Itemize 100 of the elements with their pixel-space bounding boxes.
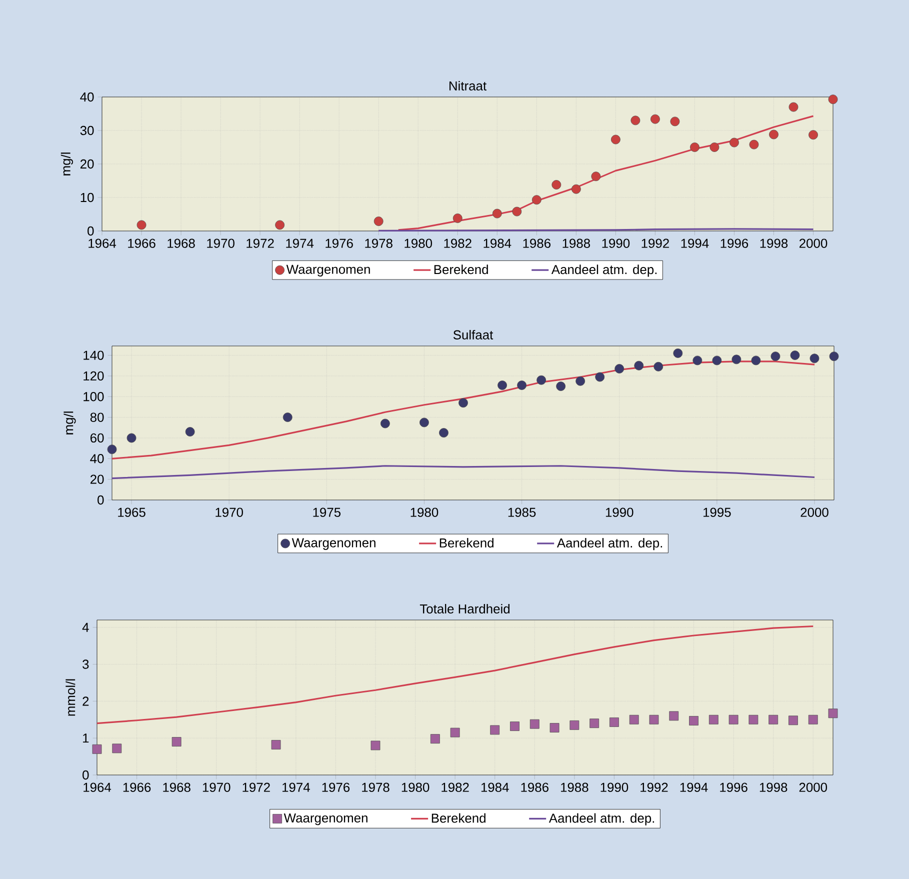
point (650, 114, 660, 124)
y-axis-title: mg/l (60, 152, 73, 176)
line-series (398, 115, 814, 231)
x-tick-label: 1974 (282, 782, 310, 792)
line-series (111, 465, 816, 480)
chart-title: Nitraat (450, 80, 486, 90)
x-tick-label: 1990 (602, 238, 630, 248)
x-tick-label: 1970 (202, 782, 230, 792)
point (275, 220, 285, 230)
point (670, 116, 680, 126)
point (595, 372, 605, 382)
x-tick-label: 1970 (207, 238, 234, 248)
y-tick-label: 2 (82, 696, 89, 706)
point (374, 216, 384, 226)
point (530, 719, 540, 729)
point (810, 354, 820, 364)
point (790, 350, 800, 360)
x-tick-label: 1980 (404, 238, 432, 248)
point (770, 352, 780, 362)
x-tick-label: 1976 (326, 238, 353, 248)
point (458, 398, 468, 408)
point (126, 433, 136, 443)
x-tick-label: 1972 (246, 238, 274, 248)
point (498, 380, 507, 390)
point (92, 744, 102, 754)
x-tick-label: 1998 (760, 782, 788, 792)
point (172, 737, 182, 746)
x-tick-label: 1990 (600, 782, 628, 792)
point (370, 740, 380, 750)
x-tick-label: 1966 (123, 782, 151, 792)
x-tick-label: 1978 (365, 238, 392, 248)
x-tick-label: 2000 (800, 508, 828, 517)
y-tick-label: 10 (80, 192, 94, 202)
x-tick-label: 1992 (642, 238, 669, 248)
y-tick-label: 3 (82, 660, 89, 669)
point (732, 354, 742, 364)
y-tick-label: 120 (84, 371, 104, 381)
x-tick-label: 1996 (720, 782, 748, 792)
x-tick-label: 1994 (680, 782, 708, 792)
point (590, 718, 600, 728)
point (380, 418, 390, 428)
point (690, 142, 700, 152)
legend-label: Waargenomen (284, 814, 368, 826)
y-tick-label: 140 (84, 350, 104, 360)
x-tick-label: 1995 (704, 508, 731, 517)
point (610, 134, 620, 144)
x-tick-label: 1986 (521, 782, 548, 792)
x-tick-label: 1992 (640, 782, 668, 792)
x-tick-label: 1982 (442, 782, 469, 792)
y-tick-label: 80 (90, 412, 104, 422)
point (107, 444, 117, 454)
point (282, 412, 292, 422)
point (570, 720, 580, 730)
legend-label: Aandeel atm. dep. (556, 538, 662, 550)
point (788, 716, 798, 726)
chart-title: Sulfaat (453, 330, 494, 340)
point (517, 380, 526, 390)
y-tick-label: 60 (90, 433, 104, 443)
y-tick-label: 1 (83, 734, 89, 743)
point (828, 708, 838, 718)
x-tick-label: 1990 (606, 508, 634, 517)
point (808, 714, 818, 724)
legend-label: Berekend (434, 264, 488, 274)
x-tick-label: 1968 (163, 782, 190, 792)
point (769, 130, 778, 140)
point (730, 138, 739, 148)
point (689, 716, 698, 726)
legend-label: Berekend (432, 813, 486, 823)
point (550, 723, 560, 732)
point (829, 352, 839, 362)
y-tick-label: 20 (80, 159, 94, 169)
x-tick-label: 1994 (681, 238, 709, 248)
point (828, 94, 838, 104)
x-tick-label: 1984 (484, 238, 512, 248)
point (490, 725, 500, 735)
point (532, 195, 542, 205)
x-tick-label: 1974 (286, 238, 314, 248)
point (439, 428, 448, 438)
y-tick-label: 40 (80, 92, 94, 102)
point (556, 382, 566, 391)
point (788, 102, 798, 112)
x-tick-label: 1986 (523, 238, 550, 248)
point (710, 142, 720, 152)
point (669, 711, 679, 721)
x-tick-label: 1970 (216, 508, 243, 517)
point (536, 375, 546, 385)
x-tick-label: 1980 (402, 782, 430, 792)
point (430, 734, 440, 744)
point (452, 214, 462, 223)
point (751, 356, 761, 366)
point (450, 728, 460, 738)
legend-label: Waargenomen (292, 538, 376, 550)
y-axis-title: mg/l (64, 412, 76, 434)
point (112, 744, 122, 754)
y-tick-label: 0 (98, 495, 104, 505)
point (649, 714, 659, 724)
point (728, 714, 738, 724)
x-tick-label: 1996 (720, 238, 748, 248)
point (630, 116, 640, 126)
y-tick-label: 0 (82, 770, 89, 780)
